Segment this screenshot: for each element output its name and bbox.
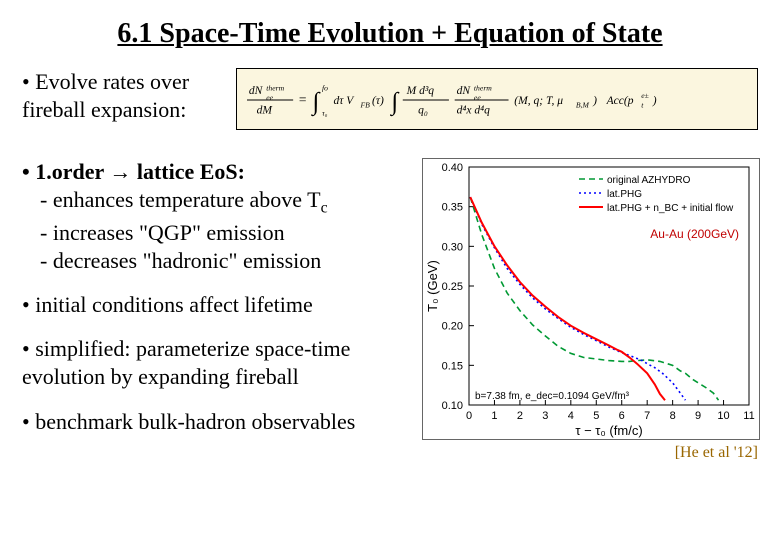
svg-text:M d³q: M d³q — [406, 85, 435, 97]
svg-text:0.20: 0.20 — [442, 321, 463, 333]
auau-annotation: Au-Au (200GeV) — [650, 227, 739, 241]
svg-text:b=7.38 fm, e_dec=0.1094 GeV/fm: b=7.38 fm, e_dec=0.1094 GeV/fm³ — [475, 391, 630, 402]
svg-text:therm: therm — [474, 83, 492, 92]
svg-text:q₀: q₀ — [418, 104, 428, 116]
chart-svg: 0 1 2 3 4 5 6 7 8 9 10 11 0.10 0.15 0.20 0.25 0.30 0.35 0.… — [423, 159, 759, 439]
svg-text:5: 5 — [593, 410, 599, 422]
chart-container: 0 1 2 3 4 5 6 7 8 9 10 11 0.10 0.15 0.20 0.25 0.30 0.35 0.… — [422, 158, 760, 440]
svg-text:11: 11 — [743, 410, 754, 422]
citation-text: [He et al '12] — [675, 444, 758, 461]
bullet-lattice: • 1.order → lattice EoS: - enhances temp… — [22, 158, 414, 275]
svg-text:0.30: 0.30 — [442, 241, 463, 253]
svg-text:B,M: B,M — [576, 101, 590, 110]
svg-text:0.10: 0.10 — [442, 400, 463, 412]
left-column: • 1.order → lattice EoS: - enhances temp… — [22, 158, 414, 462]
svg-text:lat.PHG: lat.PHG — [607, 189, 642, 200]
bullet-benchmark: • benchmark bulk-hadron observables — [22, 408, 414, 436]
svg-text:∫: ∫ — [310, 89, 320, 117]
formula-box: dN therm ee dM = ∫ fo τ₀ dτ V FB (τ) ∫ M… — [236, 68, 758, 130]
svg-text:0.35: 0.35 — [442, 202, 463, 214]
svg-text:(τ): (τ) — [372, 95, 384, 107]
svg-text:7: 7 — [644, 410, 650, 422]
svg-text:4: 4 — [568, 410, 574, 422]
lattice-l3: - decreases "hadronic" emission — [40, 247, 414, 275]
svg-text:dM: dM — [257, 104, 274, 116]
svg-text:ee: ee — [266, 93, 273, 102]
svg-text:3: 3 — [542, 410, 548, 422]
svg-text:τ₀: τ₀ — [322, 108, 328, 117]
svg-text:FB: FB — [359, 101, 370, 110]
citation: [He et al '12] — [422, 444, 758, 462]
svg-text:∫: ∫ — [389, 89, 399, 117]
evolve-row: • Evolve rates over fireball expansion: … — [22, 68, 758, 130]
svg-text:e±: e± — [641, 91, 649, 100]
svg-text:1: 1 — [491, 410, 497, 422]
svg-text:therm: therm — [266, 83, 284, 92]
svg-text:t: t — [641, 101, 644, 110]
svg-text:original AZHYDRO: original AZHYDRO — [607, 175, 691, 186]
lattice-l1: - enhances temperature above T — [40, 187, 321, 212]
svg-text:): ) — [592, 95, 597, 107]
svg-text:lat.PHG + n_BC + initial flow: lat.PHG + n_BC + initial flow — [607, 203, 734, 214]
svg-text:0.25: 0.25 — [442, 281, 463, 293]
svg-text:8: 8 — [670, 410, 676, 422]
slide-title: 6.1 Space-Time Evolution + Equation of S… — [22, 18, 758, 50]
svg-text:τ − τ₀ (fm/c): τ − τ₀ (fm/c) — [575, 423, 642, 438]
svg-text:=: = — [299, 92, 307, 107]
tc-subscript: c — [321, 200, 328, 217]
svg-text:0: 0 — [466, 410, 472, 422]
main-columns: • 1.order → lattice EoS: - enhances temp… — [22, 158, 758, 462]
svg-text:Acc(p: Acc(p — [606, 95, 634, 107]
svg-text:0.15: 0.15 — [442, 360, 463, 372]
svg-text:dτ V: dτ V — [334, 95, 356, 107]
svg-text:6: 6 — [619, 410, 625, 422]
right-column: 0 1 2 3 4 5 6 7 8 9 10 11 0.10 0.15 0.20 0.25 0.30 0.35 0.… — [422, 158, 758, 462]
svg-text:dN: dN — [457, 85, 472, 97]
svg-text:T₀ (GeV): T₀ (GeV) — [425, 260, 440, 312]
svg-text:10: 10 — [717, 410, 729, 422]
svg-text:ee: ee — [474, 93, 481, 102]
formula-svg: dN therm ee dM = ∫ fo τ₀ dτ V FB (τ) ∫ M… — [247, 76, 747, 122]
bullet-simplified: • simplified: parameterize space-time ev… — [22, 335, 414, 391]
svg-text:9: 9 — [695, 410, 701, 422]
evolve-bullet: • Evolve rates over fireball expansion: — [22, 68, 222, 123]
lattice-head: • 1.order → lattice EoS: — [22, 159, 245, 184]
svg-text:): ) — [652, 95, 657, 107]
svg-text:dN: dN — [249, 85, 264, 97]
svg-text:2: 2 — [517, 410, 523, 422]
svg-text:0.40: 0.40 — [442, 162, 463, 174]
lattice-l2: - increases "QGP" emission — [40, 219, 414, 247]
svg-text:fo: fo — [322, 83, 328, 92]
bullet-initial-conditions: • initial conditions affect lifetime — [22, 291, 414, 319]
svg-text:d⁴x d⁴q: d⁴x d⁴q — [457, 104, 491, 116]
svg-text:(M, q; T, μ: (M, q; T, μ — [514, 95, 563, 107]
